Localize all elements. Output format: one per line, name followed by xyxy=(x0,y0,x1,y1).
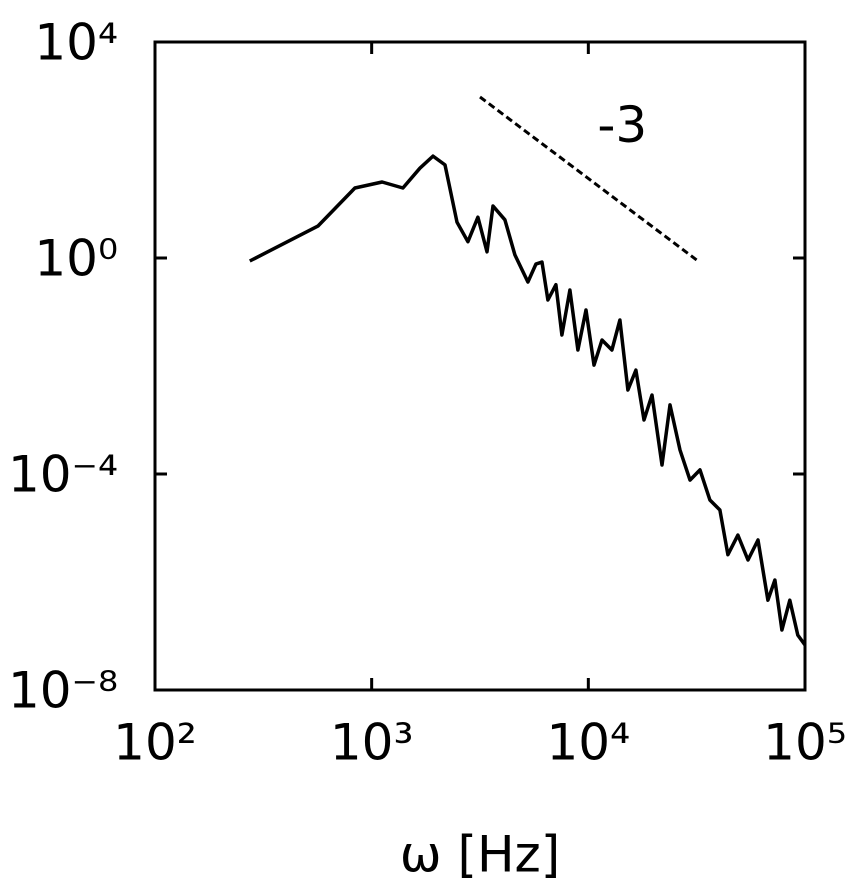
y-tick-label: 10⁻⁴ xyxy=(8,446,118,504)
x-tick-label: 10⁴ xyxy=(546,714,630,772)
x-tick-label: 10² xyxy=(113,714,197,772)
x-tick-label: 10⁵ xyxy=(763,714,847,772)
slope-annotation: -3 xyxy=(597,96,647,154)
y-tick-label: 10⁰ xyxy=(34,230,118,288)
data-line xyxy=(249,154,807,647)
x-tick-label: 10³ xyxy=(330,714,414,772)
plot-frame xyxy=(153,40,807,692)
y-tick-label: 10⁻⁸ xyxy=(8,662,118,720)
x-axis-label: ω [Hz] xyxy=(400,826,561,884)
y-tick-label: 10⁴ xyxy=(34,14,118,72)
reference-line xyxy=(479,95,698,262)
